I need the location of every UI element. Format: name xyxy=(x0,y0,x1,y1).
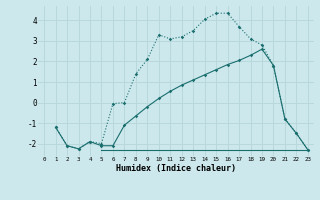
X-axis label: Humidex (Indice chaleur): Humidex (Indice chaleur) xyxy=(116,164,236,173)
